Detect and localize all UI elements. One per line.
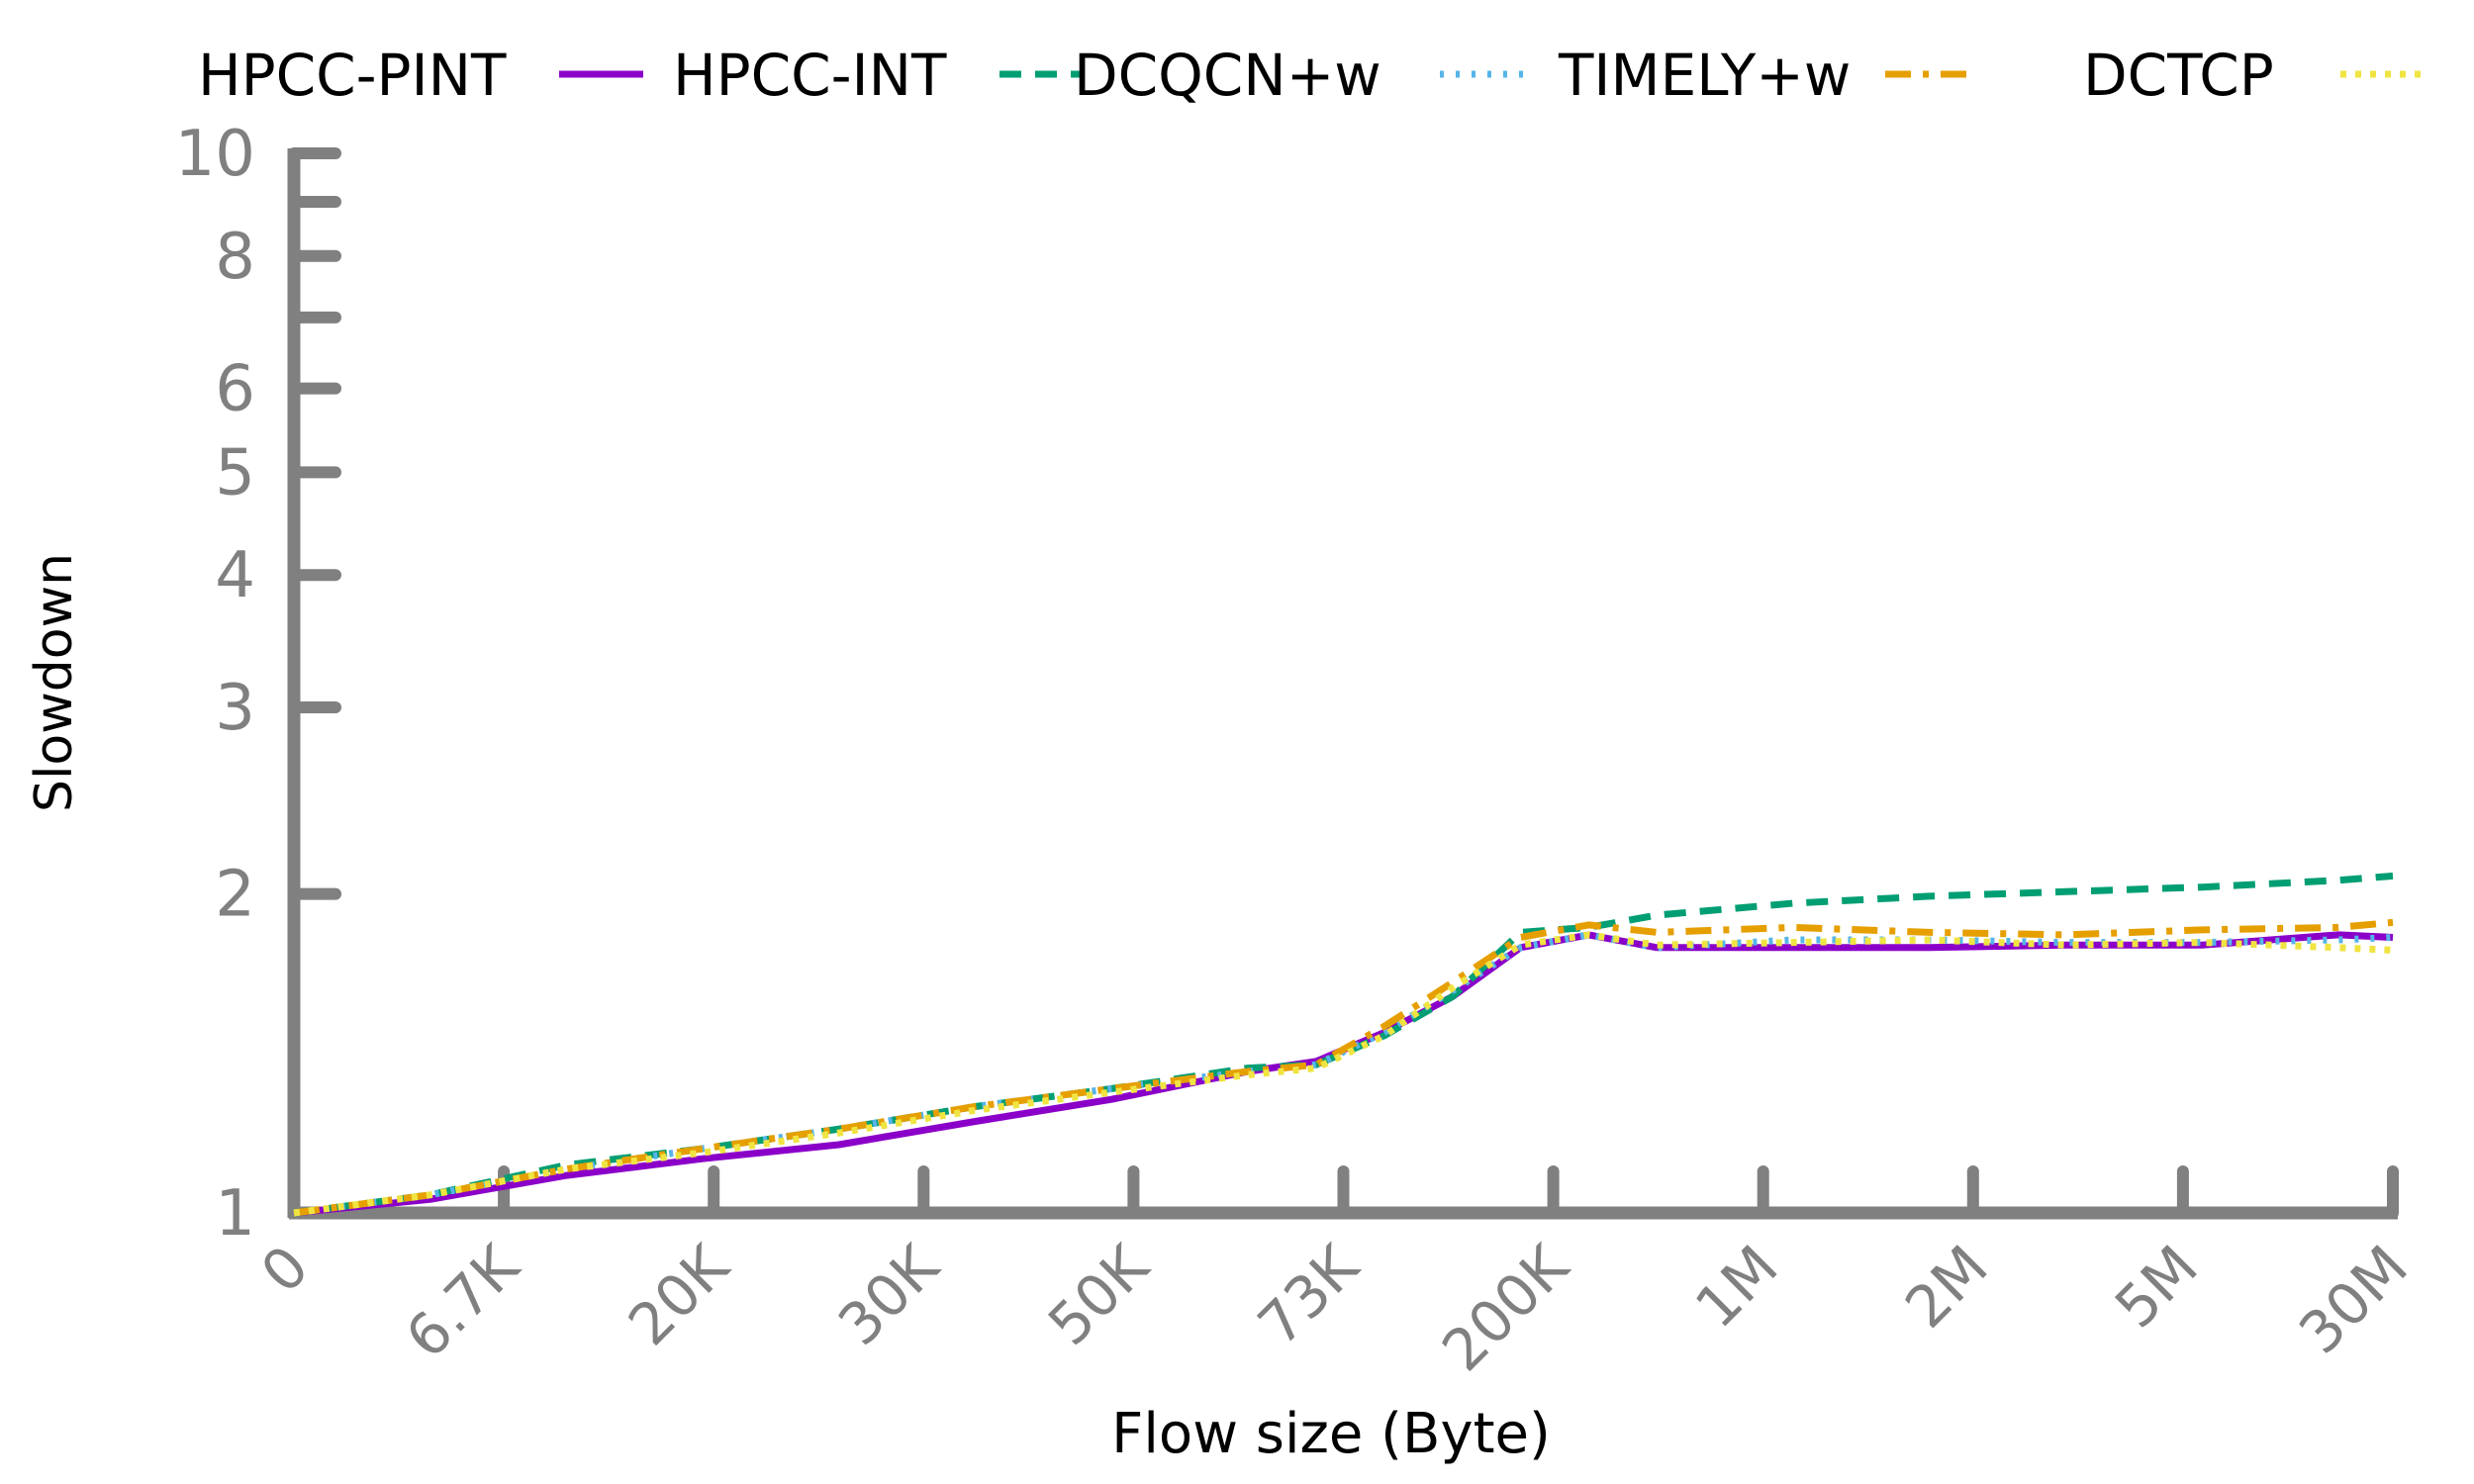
series-line-timely-w bbox=[293, 918, 2394, 1217]
legend: HPCC-PINT HPCC-INT DCQCN+w TIMELY+w DCTCP bbox=[198, 42, 2425, 109]
series-line-hpcc-int bbox=[293, 872, 2394, 1217]
x-tick-label: 73K bbox=[1245, 1231, 1373, 1358]
x-tick-label: 6.7K bbox=[393, 1231, 533, 1371]
y-tick-label: 1 bbox=[215, 1177, 255, 1251]
legend-label: HPCC-INT bbox=[673, 42, 947, 109]
y-tick-label: 6 bbox=[215, 353, 255, 426]
x-tick-label: 200K bbox=[1429, 1231, 1582, 1384]
y-axis-label: Slowdown bbox=[25, 553, 84, 812]
plot-area bbox=[293, 872, 2394, 1217]
x-tick-label: 20K bbox=[616, 1231, 743, 1358]
y-tick-label: 10 bbox=[175, 118, 255, 191]
y-tick-label: 3 bbox=[215, 672, 255, 745]
x-tick-label: 30M bbox=[2286, 1233, 2421, 1367]
y-axis: 1 2 3 4 5 6 8 10 bbox=[175, 118, 341, 1251]
x-axis-label: Flow size (Byte) bbox=[1111, 1402, 1551, 1466]
x-axis: 0 6.7K 20K 30K 50K 73K 200K 1M 2M 5M 30M bbox=[248, 1165, 2421, 1384]
x-tick-label: 5M bbox=[2102, 1233, 2211, 1342]
y-tick-label: 5 bbox=[215, 436, 255, 510]
x-tick-label: 0 bbox=[248, 1233, 322, 1306]
x-tick-label: 2M bbox=[1892, 1233, 2001, 1342]
legend-label: DCQCN+w bbox=[1074, 42, 1381, 109]
legend-label: TIMELY+w bbox=[1558, 42, 1851, 109]
x-tick-label: 1M bbox=[1682, 1233, 1791, 1342]
y-tick-label: 2 bbox=[215, 859, 255, 932]
x-tick-label: 30K bbox=[825, 1231, 953, 1358]
y-tick-label: 8 bbox=[215, 221, 255, 294]
x-tick-label: 50K bbox=[1035, 1231, 1163, 1358]
y-tick-label: 4 bbox=[215, 539, 255, 612]
legend-label: HPCC-PINT bbox=[198, 42, 507, 109]
legend-label: DCTCP bbox=[2083, 42, 2274, 109]
